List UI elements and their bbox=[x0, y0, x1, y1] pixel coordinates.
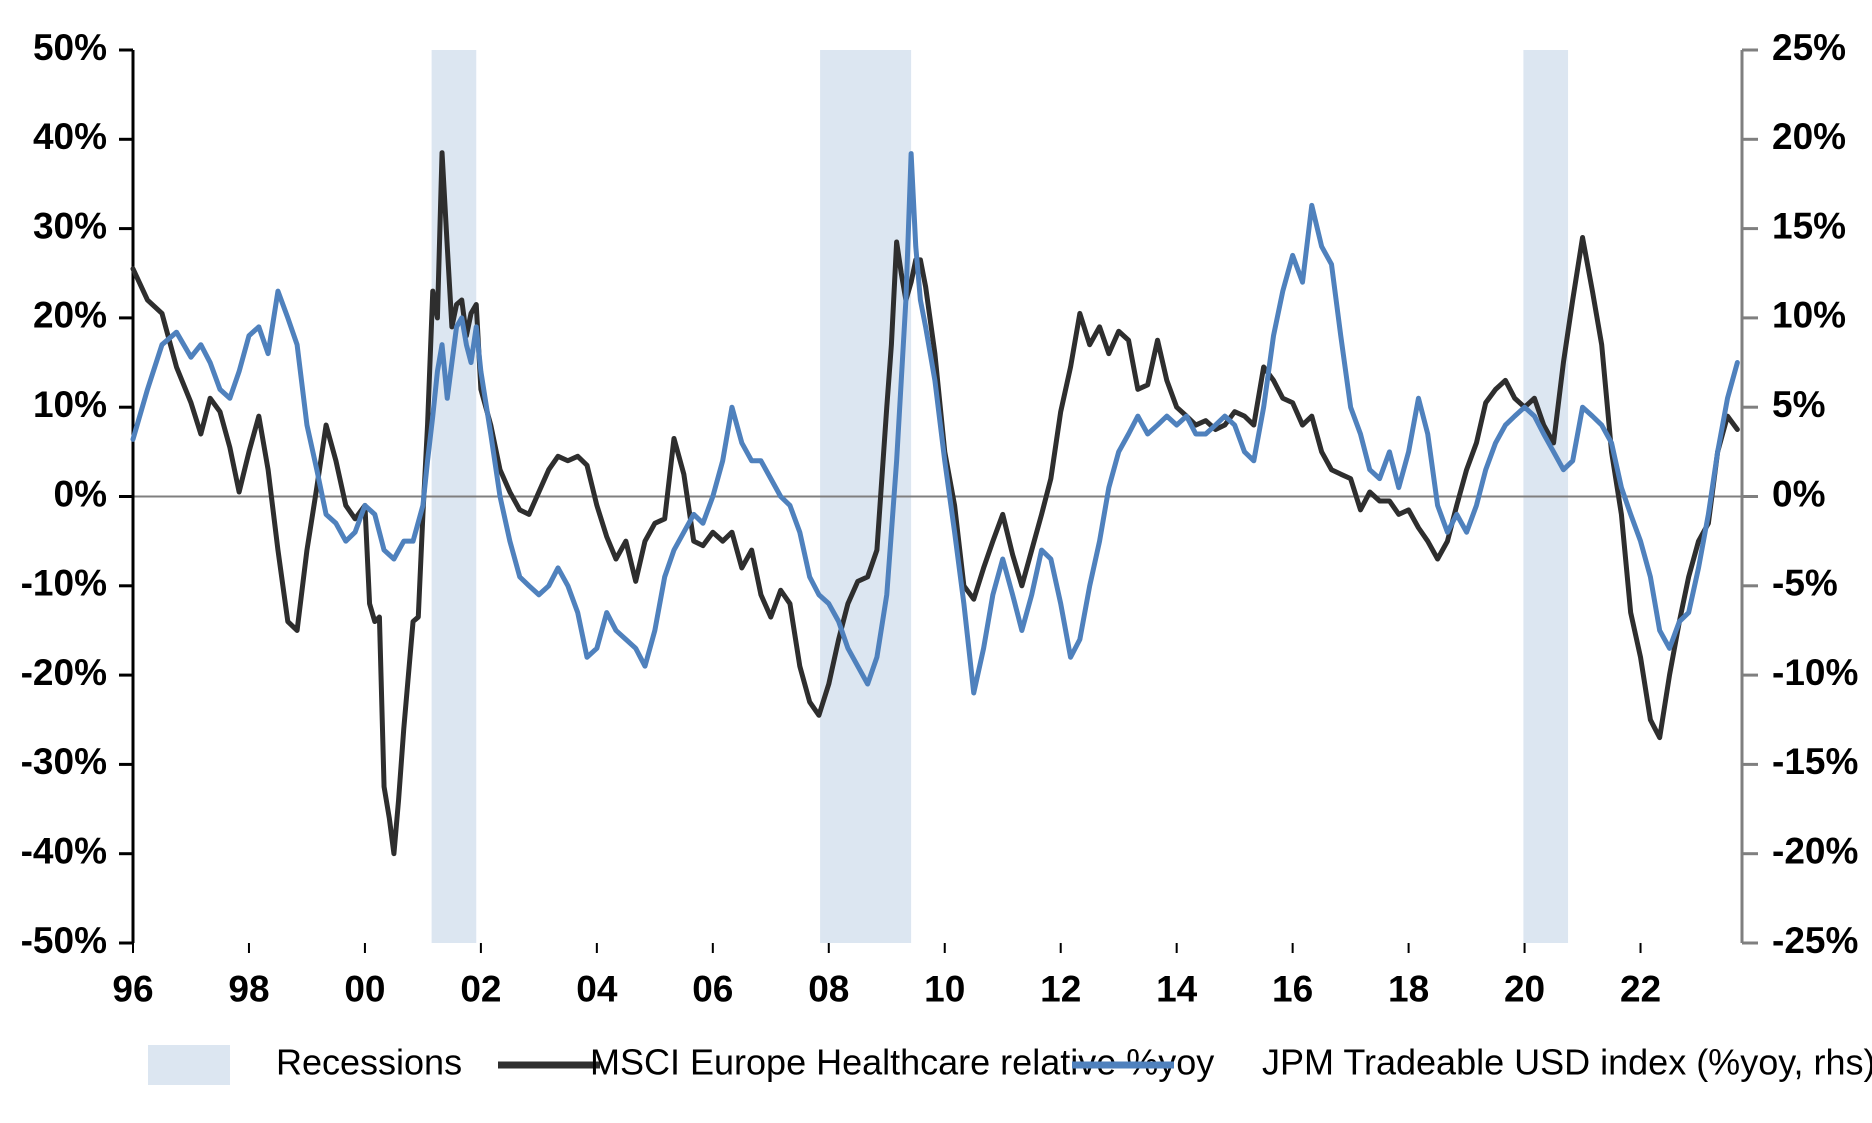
left-axis-tick-label: -30% bbox=[21, 741, 107, 782]
left-axis-tick-label: 20% bbox=[33, 295, 107, 336]
right-axis-tick-label: -15% bbox=[1772, 741, 1858, 782]
right-axis-tick-label: -20% bbox=[1772, 830, 1858, 871]
series-lines bbox=[130, 150, 1740, 857]
right-axis-tick-label: -10% bbox=[1772, 652, 1858, 693]
left-axis-tick-label: 30% bbox=[33, 205, 107, 246]
x-axis-tick-label: 96 bbox=[112, 968, 153, 1009]
x-axis-tick-label: 04 bbox=[576, 968, 618, 1009]
right-axis-tick-label: 20% bbox=[1772, 116, 1846, 157]
x-axis-tick-label: 16 bbox=[1272, 968, 1313, 1009]
right-axis-tick-label: 10% bbox=[1772, 295, 1846, 336]
left-axis-tick-label: 0% bbox=[54, 473, 107, 514]
left-axis-tick-label: 50% bbox=[33, 27, 107, 68]
x-axis-tick-label: 10 bbox=[924, 968, 965, 1009]
left-axis-tick-label: -10% bbox=[21, 563, 107, 604]
right-axis-tick-label: 5% bbox=[1772, 384, 1825, 425]
x-axis-tick-label: 14 bbox=[1156, 968, 1198, 1009]
right-axis: 25% 20% 15% 10% 5% 0% -5% -10% -15% -20% -25% bbox=[1740, 27, 1858, 961]
series-line bbox=[130, 151, 1740, 696]
right-axis-tick-label: -5% bbox=[1772, 563, 1838, 604]
x-axis-tick-label: 18 bbox=[1388, 968, 1429, 1009]
right-axis-tick-label: 15% bbox=[1772, 205, 1846, 246]
legend-swatch-recessions bbox=[148, 1045, 230, 1085]
left-axis-tick-label: -20% bbox=[21, 652, 107, 693]
legend-label: Recessions bbox=[276, 1042, 462, 1083]
right-axis-tick-label: -25% bbox=[1772, 920, 1858, 961]
left-axis-tick-label: 10% bbox=[33, 384, 107, 425]
right-axis-tick-label: 0% bbox=[1772, 473, 1825, 514]
left-axis: 50% 40% 30% 20% 10% 0% -10% -20% -30% -40% -50% bbox=[21, 27, 135, 961]
x-axis-tick-label: 08 bbox=[808, 968, 849, 1009]
left-axis-tick-label: -40% bbox=[21, 830, 107, 871]
x-axis-tick-label: 20 bbox=[1504, 968, 1545, 1009]
series-line bbox=[130, 150, 1740, 857]
left-axis-tick-label: 40% bbox=[33, 116, 107, 157]
chart-legend: Recessions MSCI Europe Healthcare relativ… bbox=[148, 1042, 1872, 1085]
x-axis-tick-label: 22 bbox=[1620, 968, 1661, 1009]
x-axis-tick-label: 00 bbox=[344, 968, 385, 1009]
left-axis-tick-label: -50% bbox=[21, 920, 107, 961]
x-axis-tick-label: 06 bbox=[692, 968, 733, 1009]
right-axis-tick-label: 25% bbox=[1772, 27, 1846, 68]
legend-label: JPM Tradeable USD index (%yoy, rhs) bbox=[1262, 1042, 1872, 1083]
x-axis-tick-label: 12 bbox=[1040, 968, 1081, 1009]
x-axis-tick-label: 98 bbox=[228, 968, 269, 1009]
x-axis-tick-label: 02 bbox=[460, 968, 501, 1009]
x-axis: 96 98 00 02 04 06 08 10 12 14 16 18 20 22 bbox=[112, 943, 1661, 1009]
